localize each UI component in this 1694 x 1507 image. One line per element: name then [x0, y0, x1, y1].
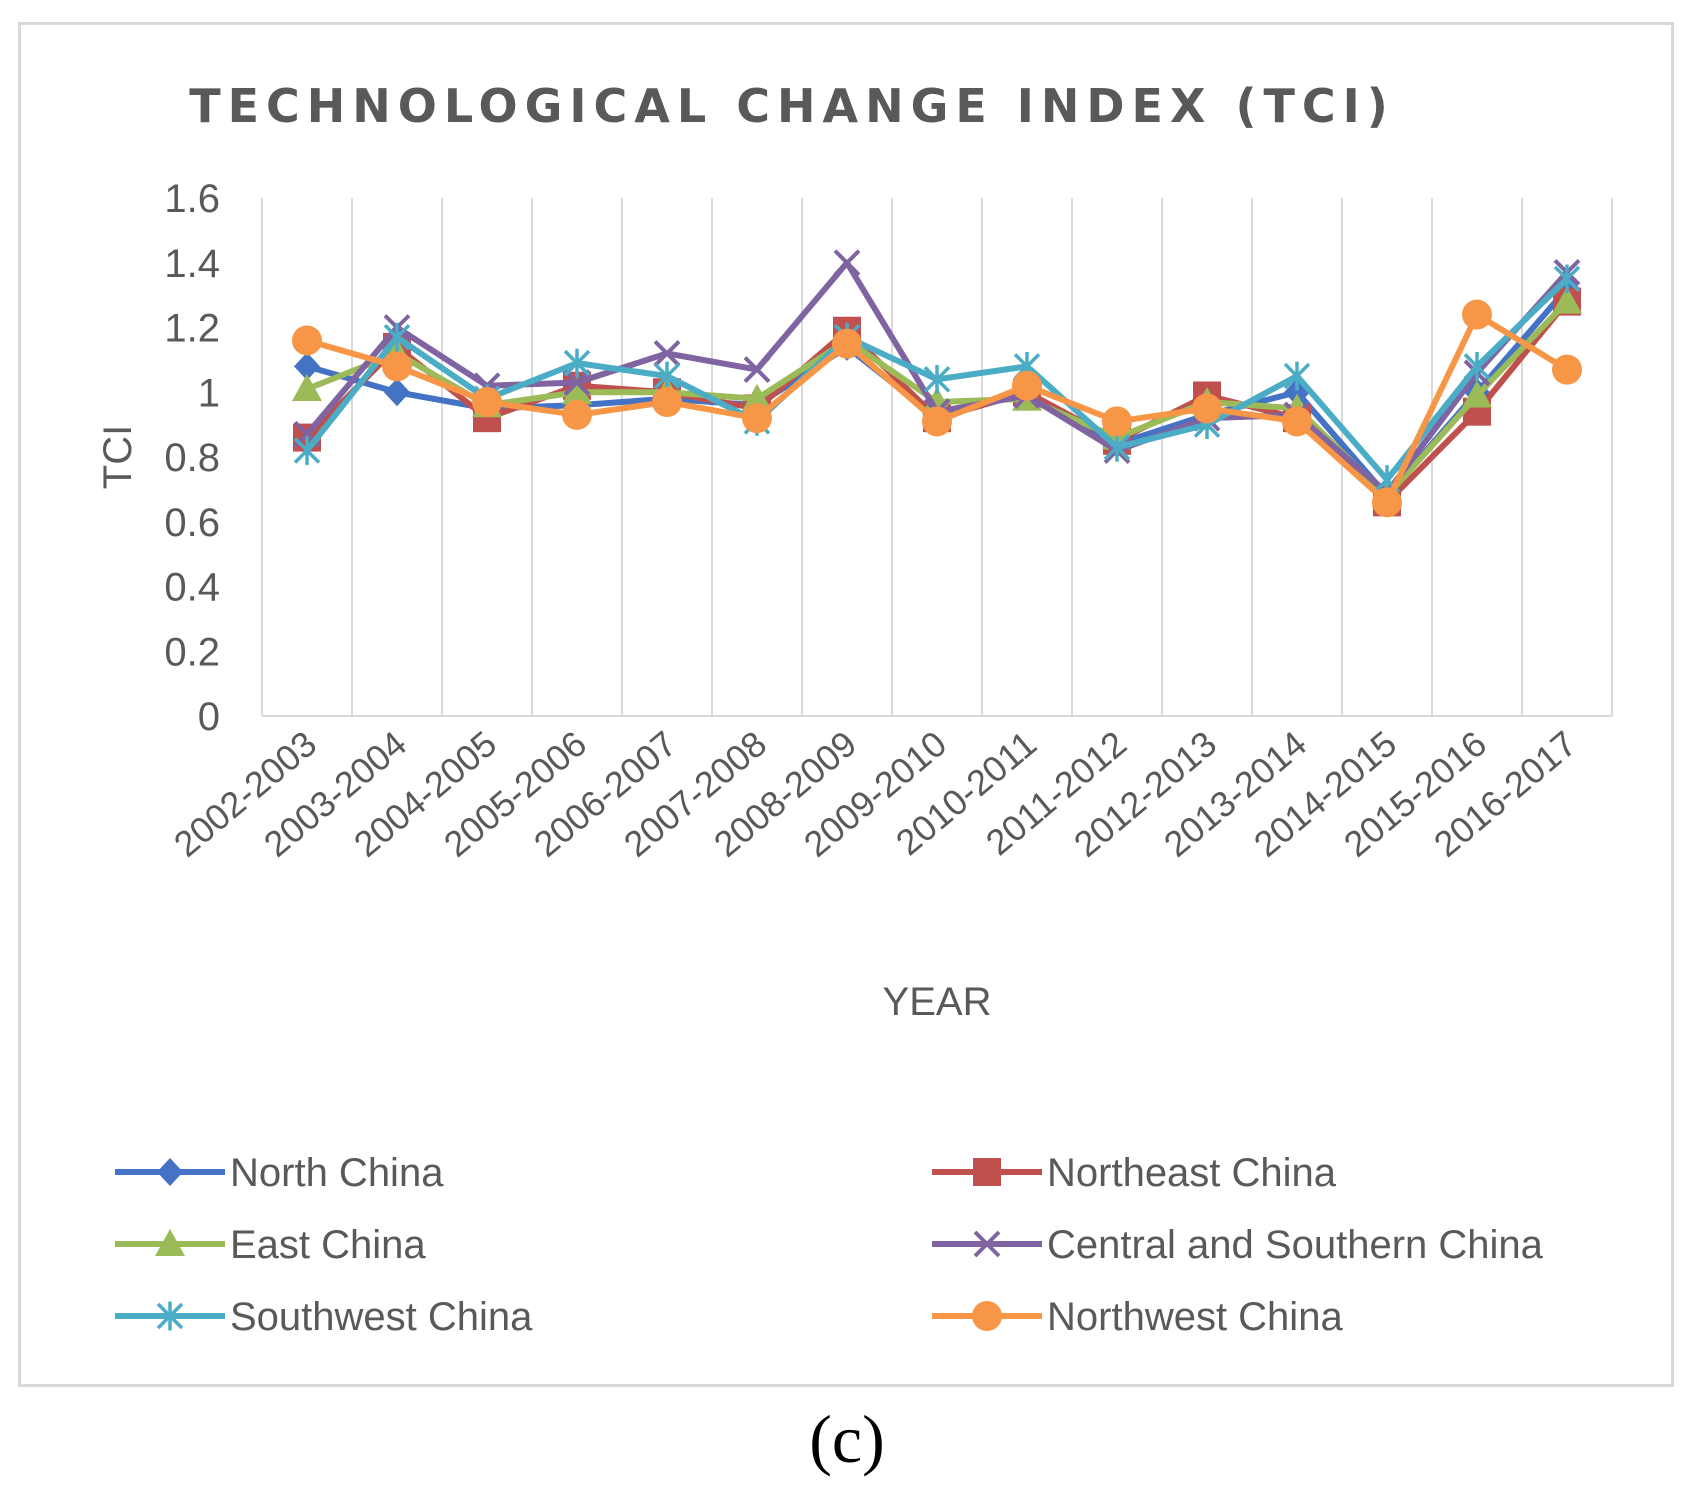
legend-item-southwest-china: Southwest China [115, 1295, 533, 1339]
data-point-southwest-china [383, 322, 411, 352]
data-point-southwest-china [923, 364, 951, 394]
data-point-northwest-china [1102, 406, 1132, 437]
legend-item-east-china: East China [115, 1223, 426, 1267]
data-point-east-china [292, 374, 322, 402]
data-point-southwest-china [293, 436, 321, 465]
y-tick-label: 0.8 [164, 436, 220, 480]
data-point-northwest-china [562, 399, 592, 430]
data-point-northwest-china [1012, 370, 1042, 401]
legend-marker [973, 1230, 1001, 1258]
series-northwest-china [292, 299, 1582, 518]
y-tick-label: 0.2 [164, 630, 220, 674]
series-southwest-china [293, 264, 1581, 495]
data-point-northwest-china [832, 328, 862, 359]
data-point-northwest-china [742, 403, 772, 434]
data-point-central-and-southern-china-stroke [563, 369, 591, 396]
data-point-northwest-china [1462, 299, 1492, 330]
y-tick-label: 0.6 [164, 501, 220, 545]
grid-layer [261, 198, 1613, 717]
data-point-northwest-china [1372, 487, 1402, 518]
legend-marker [973, 1158, 1001, 1186]
chart-frame [18, 22, 1674, 1387]
data-point-southwest-china [1553, 264, 1581, 294]
data-point-central-and-southern-china [563, 369, 591, 396]
legend-marker [156, 1301, 184, 1331]
series-layer [292, 249, 1582, 518]
legend-marker-stroke [973, 1230, 1001, 1258]
x-axis-ticks: 2002-20032003-20042004-20052005-20062006… [166, 723, 1584, 865]
data-point-central-and-southern-china [833, 249, 861, 277]
data-point-east-china [1552, 286, 1582, 314]
data-point-southwest-china [563, 348, 591, 378]
data-point-east-china [742, 383, 772, 411]
y-tick-label: 1 [198, 371, 220, 415]
data-point-northwest-china [382, 351, 412, 382]
legend-label: Northwest China [1047, 1295, 1343, 1339]
legend-item-northwest-china: Northwest China [932, 1295, 1343, 1339]
legend: North China Northeast China East China Cent… [115, 1151, 1544, 1339]
data-point-southwest-china [1283, 361, 1311, 391]
legend-label: North China [230, 1151, 444, 1195]
data-point-northwest-china [292, 325, 322, 356]
legend-label: Northeast China [1047, 1151, 1337, 1195]
data-point-northwest-china [652, 386, 682, 417]
legend-marker [157, 1158, 183, 1186]
data-point-central-and-southern-china [653, 339, 681, 367]
figure-caption: (c) [809, 1401, 885, 1477]
data-point-central-and-southern-china [743, 356, 771, 384]
data-point-northwest-china [922, 406, 952, 437]
legend-label: Central and Southern China [1047, 1223, 1544, 1267]
y-axis-label: TCI [96, 425, 140, 489]
data-point-southwest-china [653, 361, 681, 391]
y-tick-label: 1.2 [164, 307, 220, 351]
legend-item-northeast-china: Northeast China [932, 1151, 1337, 1195]
data-point-north-china [384, 378, 410, 407]
data-point-north-china [294, 352, 320, 381]
data-point-southwest-china [1103, 432, 1131, 462]
data-point-northwest-china [1552, 354, 1582, 385]
legend-marker [972, 1301, 1002, 1331]
x-axis-label: YEAR [883, 980, 992, 1024]
y-axis-ticks: 0 0.2 0.4 0.6 0.8 1 1.2 1.4 1.6 [164, 177, 220, 739]
data-point-central-and-southern-china-stroke [833, 249, 861, 277]
data-point-northwest-china [1282, 406, 1312, 437]
legend-item-north-china: North China [115, 1151, 444, 1195]
data-point-northwest-china [1192, 393, 1222, 424]
legend-label: East China [230, 1223, 426, 1267]
y-tick-label: 0.4 [164, 566, 220, 610]
legend-marker [155, 1229, 185, 1256]
y-tick-label: 0 [198, 695, 220, 739]
legend-label: Southwest China [230, 1295, 533, 1339]
chart-title: TECHNOLOGICAL CHANGE INDEX (TCI) [189, 79, 1395, 133]
data-point-east-china [922, 386, 952, 414]
y-tick-label: 1.6 [164, 177, 220, 221]
data-point-central-and-southern-china-stroke [743, 356, 771, 384]
legend-item-central-and-southern-china: Central and Southern China [932, 1223, 1544, 1267]
data-point-east-china [1462, 380, 1492, 408]
data-point-southwest-china [1463, 351, 1491, 381]
y-tick-label: 1.4 [164, 242, 220, 286]
data-point-northwest-china [472, 386, 502, 417]
data-point-east-china [562, 377, 592, 405]
data-point-central-and-southern-china-stroke [653, 339, 681, 367]
